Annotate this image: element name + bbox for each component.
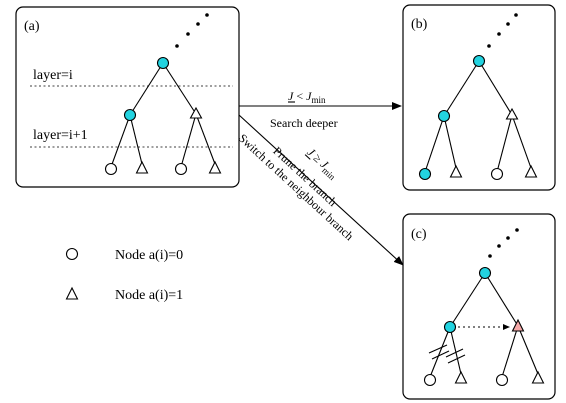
ellipsis-dot [497,244,501,248]
layer-i-triangle-node [189,106,203,119]
condition-operator: < [293,89,306,103]
tree-edge [110,114,131,168]
tree-edge [180,113,197,168]
ellipsis-dot [488,254,492,258]
tree-edge [129,114,143,165]
tree-edge [195,113,216,165]
prune-mark [428,344,448,354]
leaf-circle-node [174,162,188,176]
ellipsis-dot [487,44,491,48]
condition-j-underline [304,154,311,160]
leaf-circle-node [495,373,509,387]
prune-arrow [238,114,404,266]
tree-edge [496,114,513,173]
tree-edge [449,326,462,375]
prune-caption-line2: Switch to the neighbour branch [236,131,357,243]
condition-jmin-symbol: J [306,89,312,103]
tree-edge [511,114,532,169]
leaf-searched-node [418,167,432,181]
leaf-triangle-node [454,370,468,384]
legend-circle-label: Node a(i)=0 [115,248,183,263]
panel-a-label: (a) [24,19,40,34]
leaf-triangle-node [524,164,538,178]
legend-triangle-label: Node a(i)=1 [115,288,183,303]
condition-jmin-subscript: min [311,95,326,105]
legend: Node a(i)=0 Node a(i)=1 [65,247,183,303]
panel-a: (a) layer=i layer=i+1 [15,6,240,188]
ellipsis-dot [196,22,200,26]
condition-j-symbol: J [288,89,294,103]
tree-edge [429,326,451,378]
legend-circle-icon [65,247,79,261]
prune-mark [445,348,464,358]
panel-a-frame [15,6,240,188]
panel-b: (b) [402,4,556,191]
leaf-triangle-node [208,160,222,174]
ellipsis-dot [515,228,519,232]
prune-mark [431,350,450,360]
leaf-circle-node [490,167,504,181]
panel-b-label: (b) [411,17,428,32]
ellipsis-dot [514,13,518,17]
leaf-circle-node [104,162,118,176]
tree-edge [424,115,445,173]
panel-c-label: (c) [411,227,427,242]
root-node [478,266,492,280]
panel-c-frame [402,213,556,400]
leaf-triangle-node [135,160,149,174]
search-deeper-condition: J < Jmin [288,89,326,105]
tree-edge [517,325,539,375]
prune-mark [447,354,466,364]
layer-i-node [437,109,451,123]
leaf-circle-node [423,373,437,387]
layer-i-plus-1-label: layer=i+1 [33,128,88,143]
ellipsis-dot [497,32,501,36]
tree-edge [443,60,480,117]
ellipsis-dot [506,22,510,26]
layer-i-label: layer=i [33,68,73,83]
tree-edge [478,60,513,116]
root-node [472,54,486,68]
tree-edge [443,115,457,169]
ellipsis-dot [175,44,179,48]
ellipsis-dot [506,236,510,240]
search-deeper-caption: Search deeper [270,116,338,130]
arrow-search-deeper: J < Jmin Search deeper [239,89,402,130]
layer-i-triangle-node [505,107,519,120]
panel-b-frame [402,4,556,191]
tree-edge [129,62,164,116]
layer-i-node [123,108,137,122]
tree-edge [484,272,519,327]
panel-c: (c) [402,213,556,400]
layer-i-node [443,320,457,334]
tree-edge [162,62,197,115]
leaf-triangle-node [531,370,545,384]
tree-edge [501,325,519,378]
leaf-triangle-node [449,164,463,178]
root-node [156,56,170,70]
ellipsis-dot [186,32,190,36]
switched-triangle-node [511,318,525,332]
legend-triangle-icon [65,286,79,300]
ellipsis-dot [205,13,209,17]
tree-edge [449,272,486,328]
